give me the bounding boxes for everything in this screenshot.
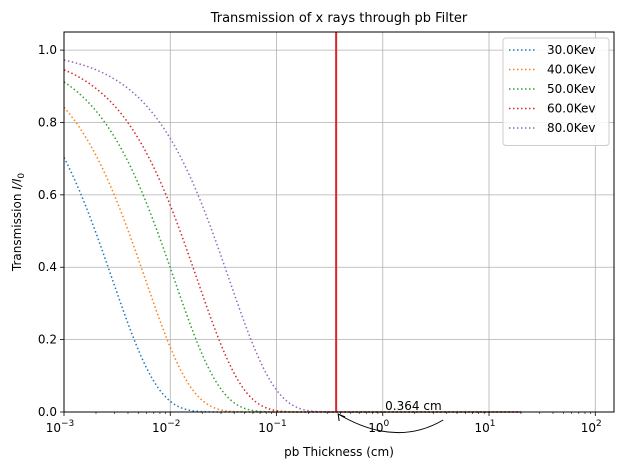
- legend-box: [502, 37, 610, 146]
- x-tick-label: 10−3: [46, 419, 75, 435]
- annotation-text: 0.364 cm: [385, 399, 441, 413]
- chart-title: Transmission of x rays through pb Filter: [210, 11, 468, 26]
- legend-label: 80.0Kev: [547, 121, 595, 135]
- series-line: [63, 157, 522, 413]
- x-tick-label: 10−2: [152, 419, 181, 435]
- legend-label: 30.0Kev: [547, 43, 595, 57]
- y-tick-label: 1.0: [38, 43, 57, 57]
- x-tick-exponent: −2: [167, 419, 180, 429]
- series-line: [63, 106, 522, 413]
- series-line: [63, 81, 522, 413]
- y-axis-label-text: Transmission: [10, 190, 24, 272]
- y-tick-label: 0.2: [38, 333, 57, 347]
- x-tick-base: 10: [368, 421, 383, 435]
- legend-label: 50.0Kev: [547, 82, 595, 96]
- y-tick-label: 0.0: [38, 405, 57, 419]
- x-tick-base: 10: [152, 421, 167, 435]
- x-tick-exponent: −1: [274, 419, 287, 429]
- ticks: 0.00.20.40.60.81.010−3 10−2 10−1 100 101 102: [38, 43, 602, 435]
- x-tick-label: 101: [475, 419, 496, 435]
- x-tick-label: 10−1: [258, 419, 287, 435]
- series-group: [63, 59, 522, 413]
- series-line: [63, 69, 522, 413]
- x-tick-base: 10: [581, 421, 596, 435]
- annotation-arrowhead: [337, 413, 346, 422]
- series-line: [63, 59, 522, 413]
- y-tick-label: 0.6: [38, 188, 57, 202]
- annotation: 0.364 cm: [337, 399, 444, 434]
- y-axis-label: Transmission I/I0: [10, 173, 27, 272]
- legend-label: 60.0Kev: [547, 102, 595, 116]
- y-tick-label: 0.4: [38, 260, 57, 274]
- legend-label: 40.0Kev: [547, 63, 595, 77]
- x-tick-exponent: 2: [596, 419, 602, 429]
- x-tick-base: 10: [46, 421, 61, 435]
- plot-frame: [63, 31, 615, 413]
- y-axis-label-italic: I/I: [10, 178, 24, 190]
- x-tick-label: 102: [581, 419, 602, 435]
- annotation-arrow: [337, 413, 444, 434]
- x-tick-label: 100: [368, 419, 389, 435]
- x-tick-exponent: 1: [490, 419, 496, 429]
- y-axis-label-subscript: 0: [17, 173, 27, 179]
- x-tick-base: 10: [475, 421, 490, 435]
- legend: 30.0Kev 40.0Kev 50.0Kev 60.0Kev 80.0Kev: [502, 37, 610, 146]
- y-tick-label: 0.8: [38, 115, 57, 129]
- x-tick-exponent: −3: [61, 419, 74, 429]
- x-tick-exponent: 0: [384, 419, 390, 429]
- x-axis-label: pb Thickness (cm): [284, 445, 394, 459]
- x-tick-base: 10: [258, 421, 273, 435]
